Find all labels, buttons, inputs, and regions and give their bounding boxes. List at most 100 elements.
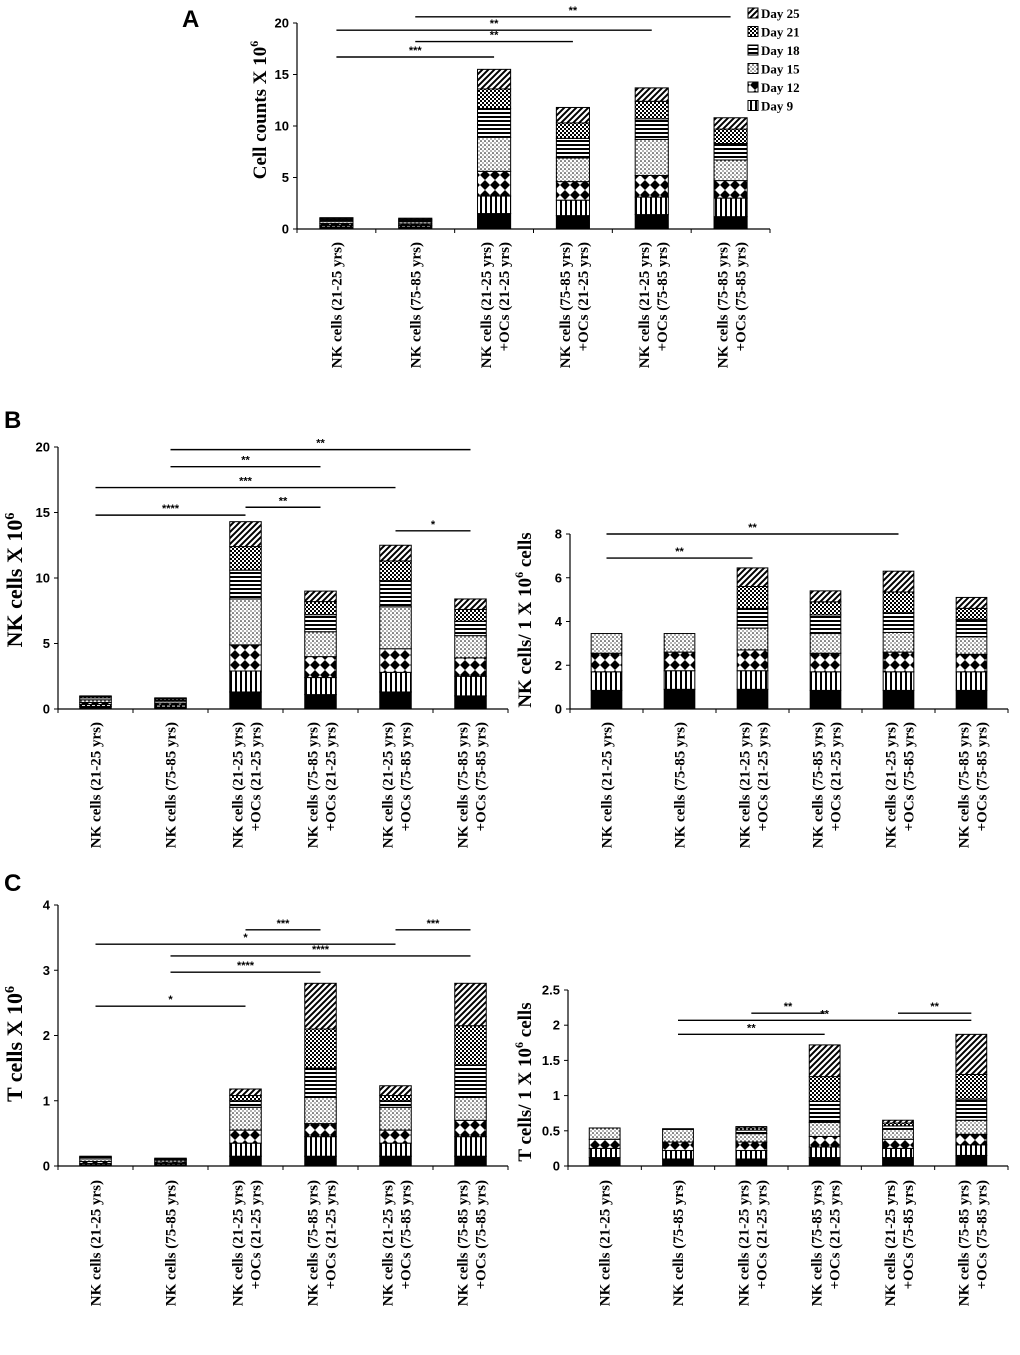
bar-segment — [454, 1096, 487, 1121]
significance-label: ** — [747, 1022, 756, 1034]
category-label: +OCs (21-25 yrs) — [754, 1180, 770, 1289]
bar-segment — [955, 671, 988, 691]
bar-segment — [379, 691, 412, 710]
bar-segment — [379, 1129, 412, 1144]
category-label: NK cells (75-85 yrs) — [306, 722, 322, 848]
bar-segment — [634, 174, 669, 198]
bar-segment — [955, 1144, 988, 1156]
bar-segment — [229, 569, 262, 600]
bar-segment — [304, 694, 337, 710]
bar-segment — [229, 1088, 262, 1097]
bar-segment — [663, 651, 696, 672]
bar-segment — [379, 648, 412, 673]
category-label: +OCs (21-25 yrs) — [249, 722, 265, 831]
y-tick-label: 1.5 — [542, 1053, 560, 1068]
bar-segment — [663, 670, 696, 690]
bar-segment — [304, 1028, 337, 1069]
bar-segment — [229, 670, 262, 693]
bar-segment — [555, 181, 590, 201]
bar-segment — [229, 644, 262, 672]
bar-segment — [955, 636, 988, 655]
bar-segment — [809, 689, 842, 710]
legend-panel-a: Day 25 Day 21 Day 18 Day 15 Day 12 Day 9 — [747, 6, 800, 114]
y-tick-label: 4 — [555, 614, 563, 629]
bar-segment — [808, 1157, 841, 1167]
bar-segment — [304, 590, 337, 603]
bar-segment — [882, 1138, 914, 1149]
category-label: NK cells (75-85 yrs) — [306, 1180, 322, 1306]
category-label: NK cells (75-85 yrs) — [164, 722, 180, 848]
y-tick-label: 20 — [36, 440, 50, 455]
category-label: +OCs (21-25 yrs) — [249, 1180, 265, 1289]
bar-segment — [736, 670, 769, 690]
category-label: NK cells (21-25 yrs) — [600, 722, 616, 848]
bar-segment — [808, 1044, 841, 1078]
y-tick-label: 2 — [553, 1018, 560, 1033]
bar-segment — [304, 1136, 337, 1157]
bar-segment — [229, 598, 262, 646]
bar-segment — [79, 695, 112, 698]
bar-segment — [809, 614, 842, 635]
category-label: NK cells (75-85 yrs) — [558, 242, 574, 368]
bar-segment — [154, 697, 187, 700]
bar-segment — [882, 1157, 914, 1167]
y-tick-label: 5 — [282, 170, 289, 185]
bar-segment — [955, 607, 988, 620]
y-tick-label: 0 — [43, 702, 50, 717]
bar-segment — [808, 1076, 841, 1102]
bar-segment — [809, 671, 842, 691]
bar-segment — [808, 1146, 841, 1159]
bar-segment — [882, 591, 915, 614]
category-label: NK cells (21-25 yrs) — [598, 1180, 614, 1306]
bar-segment — [379, 606, 412, 650]
category-label: +OCs (21-25 yrs) — [576, 242, 592, 351]
y-tick-label: 3 — [43, 963, 50, 978]
category-label: +OCs (75-85 yrs) — [975, 722, 991, 831]
significance-label: ** — [748, 522, 757, 534]
significance-label: **** — [162, 503, 180, 515]
legend-swatch — [747, 100, 759, 111]
significance-label: *** — [409, 45, 423, 57]
category-label: +OCs (75-85 yrs) — [901, 1180, 917, 1289]
bar-segment — [229, 546, 262, 571]
category-label: +OCs (75-85 yrs) — [399, 1180, 415, 1289]
category-label: +OCs (75-85 yrs) — [974, 1180, 990, 1289]
significance-label: ** — [930, 1001, 939, 1013]
bar-segment — [809, 590, 842, 603]
category-label: NK cells (75-85 yrs) — [456, 1180, 472, 1306]
y-tick-label: 8 — [555, 527, 562, 542]
category-label: +OCs (75-85 yrs) — [474, 1180, 490, 1289]
y-tick-label: 0 — [43, 1159, 50, 1174]
bar-segment — [477, 88, 512, 109]
bar-segment — [735, 1129, 768, 1135]
bar-segment — [379, 544, 412, 562]
bar-segment — [304, 1067, 337, 1098]
y-tick-label: 10 — [275, 119, 289, 134]
bar-segment — [736, 607, 769, 629]
bar-segment — [454, 608, 487, 622]
category-label: +OCs (75-85 yrs) — [734, 242, 750, 351]
bar-segment — [882, 689, 915, 710]
significance-label: ** — [784, 1001, 793, 1013]
bar-segment — [477, 170, 512, 197]
chart-panel-b-right: 0 2 4 6 8 NK cells/ 1 X 106 cells ** ** NK cells… — [512, 522, 1009, 848]
bar-segment — [955, 1098, 988, 1121]
bar-segment — [454, 620, 487, 637]
bar-segment — [713, 117, 748, 130]
y-tick-label: 20 — [275, 16, 289, 31]
bar-segment — [477, 195, 512, 215]
legend-swatch — [747, 81, 759, 93]
category-label: +OCs (21-25 yrs) — [756, 722, 772, 831]
category-label: +OCs (21-25 yrs) — [324, 722, 340, 831]
bar-segment — [454, 1119, 487, 1138]
category-label: NK cells (21-25 yrs) — [381, 722, 397, 848]
bar-segment — [634, 214, 669, 230]
bar-segment — [735, 1141, 768, 1152]
bar-segment — [662, 1128, 694, 1143]
bar-segment — [454, 982, 487, 1027]
bar-segment — [882, 612, 915, 633]
significance-label: * — [243, 932, 248, 944]
bar-segment — [634, 138, 669, 176]
